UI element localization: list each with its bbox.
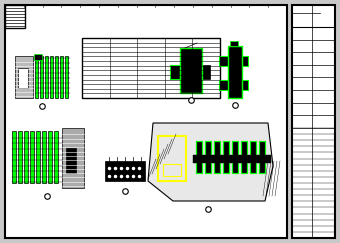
Bar	[65, 56, 68, 98]
Bar	[193, 155, 271, 163]
Bar	[170, 65, 180, 79]
Bar	[214, 141, 220, 173]
Bar	[34, 54, 42, 60]
Bar	[223, 141, 229, 173]
Bar	[219, 80, 228, 90]
Bar	[205, 141, 211, 173]
Bar	[180, 48, 202, 93]
Bar	[196, 141, 202, 173]
Bar	[40, 56, 43, 98]
Bar	[228, 46, 242, 98]
Bar	[42, 131, 46, 183]
Bar	[48, 131, 52, 183]
Bar	[35, 56, 38, 98]
Bar	[219, 56, 228, 66]
Bar	[180, 48, 202, 93]
Bar	[230, 41, 238, 46]
Bar	[292, 5, 335, 238]
Bar	[232, 141, 238, 173]
Bar	[205, 141, 211, 173]
Bar	[232, 141, 238, 173]
Bar	[242, 80, 248, 90]
Bar	[36, 131, 40, 183]
Bar	[158, 136, 186, 181]
Polygon shape	[148, 123, 273, 201]
Bar	[50, 56, 53, 98]
Bar	[66, 148, 76, 173]
Bar	[250, 141, 256, 173]
Bar	[241, 141, 247, 173]
Bar	[12, 131, 16, 183]
Bar	[259, 141, 265, 173]
Bar	[219, 80, 228, 90]
Bar	[105, 161, 145, 181]
Bar	[202, 65, 210, 79]
Bar	[24, 131, 28, 183]
Bar	[55, 56, 58, 98]
Bar	[82, 38, 220, 98]
Bar	[242, 80, 248, 90]
Bar	[250, 141, 256, 173]
Bar	[54, 131, 58, 183]
Bar	[241, 141, 247, 173]
Bar	[214, 141, 220, 173]
Bar	[163, 164, 181, 176]
Bar	[45, 56, 48, 98]
Bar	[30, 131, 34, 183]
Bar	[18, 68, 28, 88]
Bar	[18, 131, 22, 183]
Bar	[228, 46, 242, 98]
Bar	[60, 56, 63, 98]
Bar	[196, 141, 202, 173]
Bar	[5, 5, 25, 28]
Bar	[242, 56, 248, 66]
Bar	[219, 56, 228, 66]
Bar	[5, 5, 287, 238]
Bar	[62, 128, 84, 188]
Bar	[223, 141, 229, 173]
Bar	[242, 56, 248, 66]
Bar	[15, 56, 33, 98]
Bar	[170, 65, 180, 79]
Bar	[259, 141, 265, 173]
